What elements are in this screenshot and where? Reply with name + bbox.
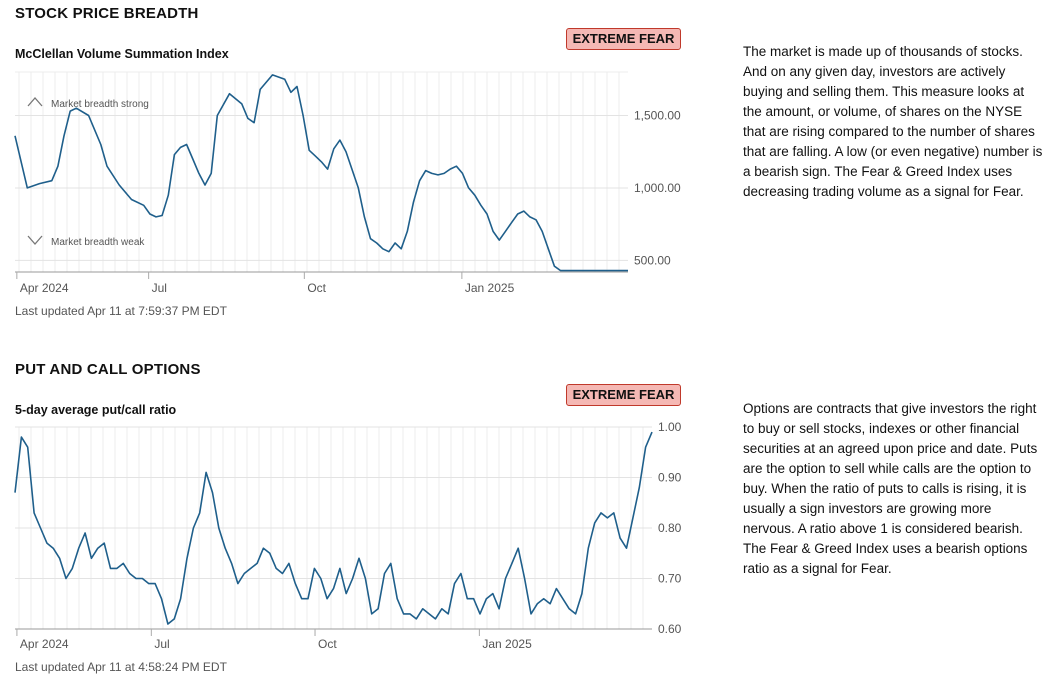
y-tick-label: 1.00 [658, 420, 682, 434]
y-tick-label: 0.80 [658, 521, 682, 535]
series-line [14, 431, 653, 625]
series-line [14, 74, 628, 272]
last-updated-putcall: Last updated Apr 11 at 4:58:24 PM EDT [15, 660, 227, 674]
y-tick-label: 1,000.00 [634, 181, 681, 195]
annotation-weak: Market breadth weak [51, 237, 145, 248]
x-tick-label: Jul [154, 637, 169, 651]
y-tick-label: 0.70 [658, 572, 682, 586]
last-updated-breadth: Last updated Apr 11 at 7:59:37 PM EDT [15, 304, 227, 318]
x-tick-label: Oct [318, 637, 337, 651]
annotation-strong: Market breadth strong [51, 99, 149, 110]
status-badge-putcall: EXTREME FEAR [566, 384, 681, 406]
breadth-chart: 500.00 1,000.00 1,500.00 Apr 2024 Jul Oct Jan… [14, 71, 681, 295]
description-putcall: Options are contracts that give investor… [743, 401, 1038, 576]
section-title-breadth: STOCK PRICE BREADTH [15, 5, 199, 22]
chart-title-mcclellan: McClellan Volume Summation Index [15, 47, 229, 61]
x-tick-label: Apr 2024 [20, 281, 69, 295]
y-tick-label: 0.60 [658, 622, 682, 636]
status-badge-breadth: EXTREME FEAR [566, 28, 681, 50]
chart-title-putcall: 5-day average put/call ratio [15, 403, 177, 417]
section-title-putcall: PUT AND CALL OPTIONS [15, 361, 201, 378]
x-tick-label: Jan 2025 [482, 637, 532, 651]
x-tick-label: Apr 2024 [20, 637, 69, 651]
x-tick-label: Jul [152, 281, 167, 295]
chevron-down-icon [27, 235, 43, 245]
x-tick-label: Jan 2025 [465, 281, 515, 295]
x-tick-label: Oct [307, 281, 326, 295]
y-tick-label: 0.90 [658, 471, 682, 485]
y-tick-label: 500.00 [634, 253, 671, 267]
description-breadth: The market is made up of thousands of st… [743, 44, 1043, 199]
chevron-up-icon [27, 97, 43, 107]
y-tick-label: 1,500.00 [634, 108, 681, 122]
